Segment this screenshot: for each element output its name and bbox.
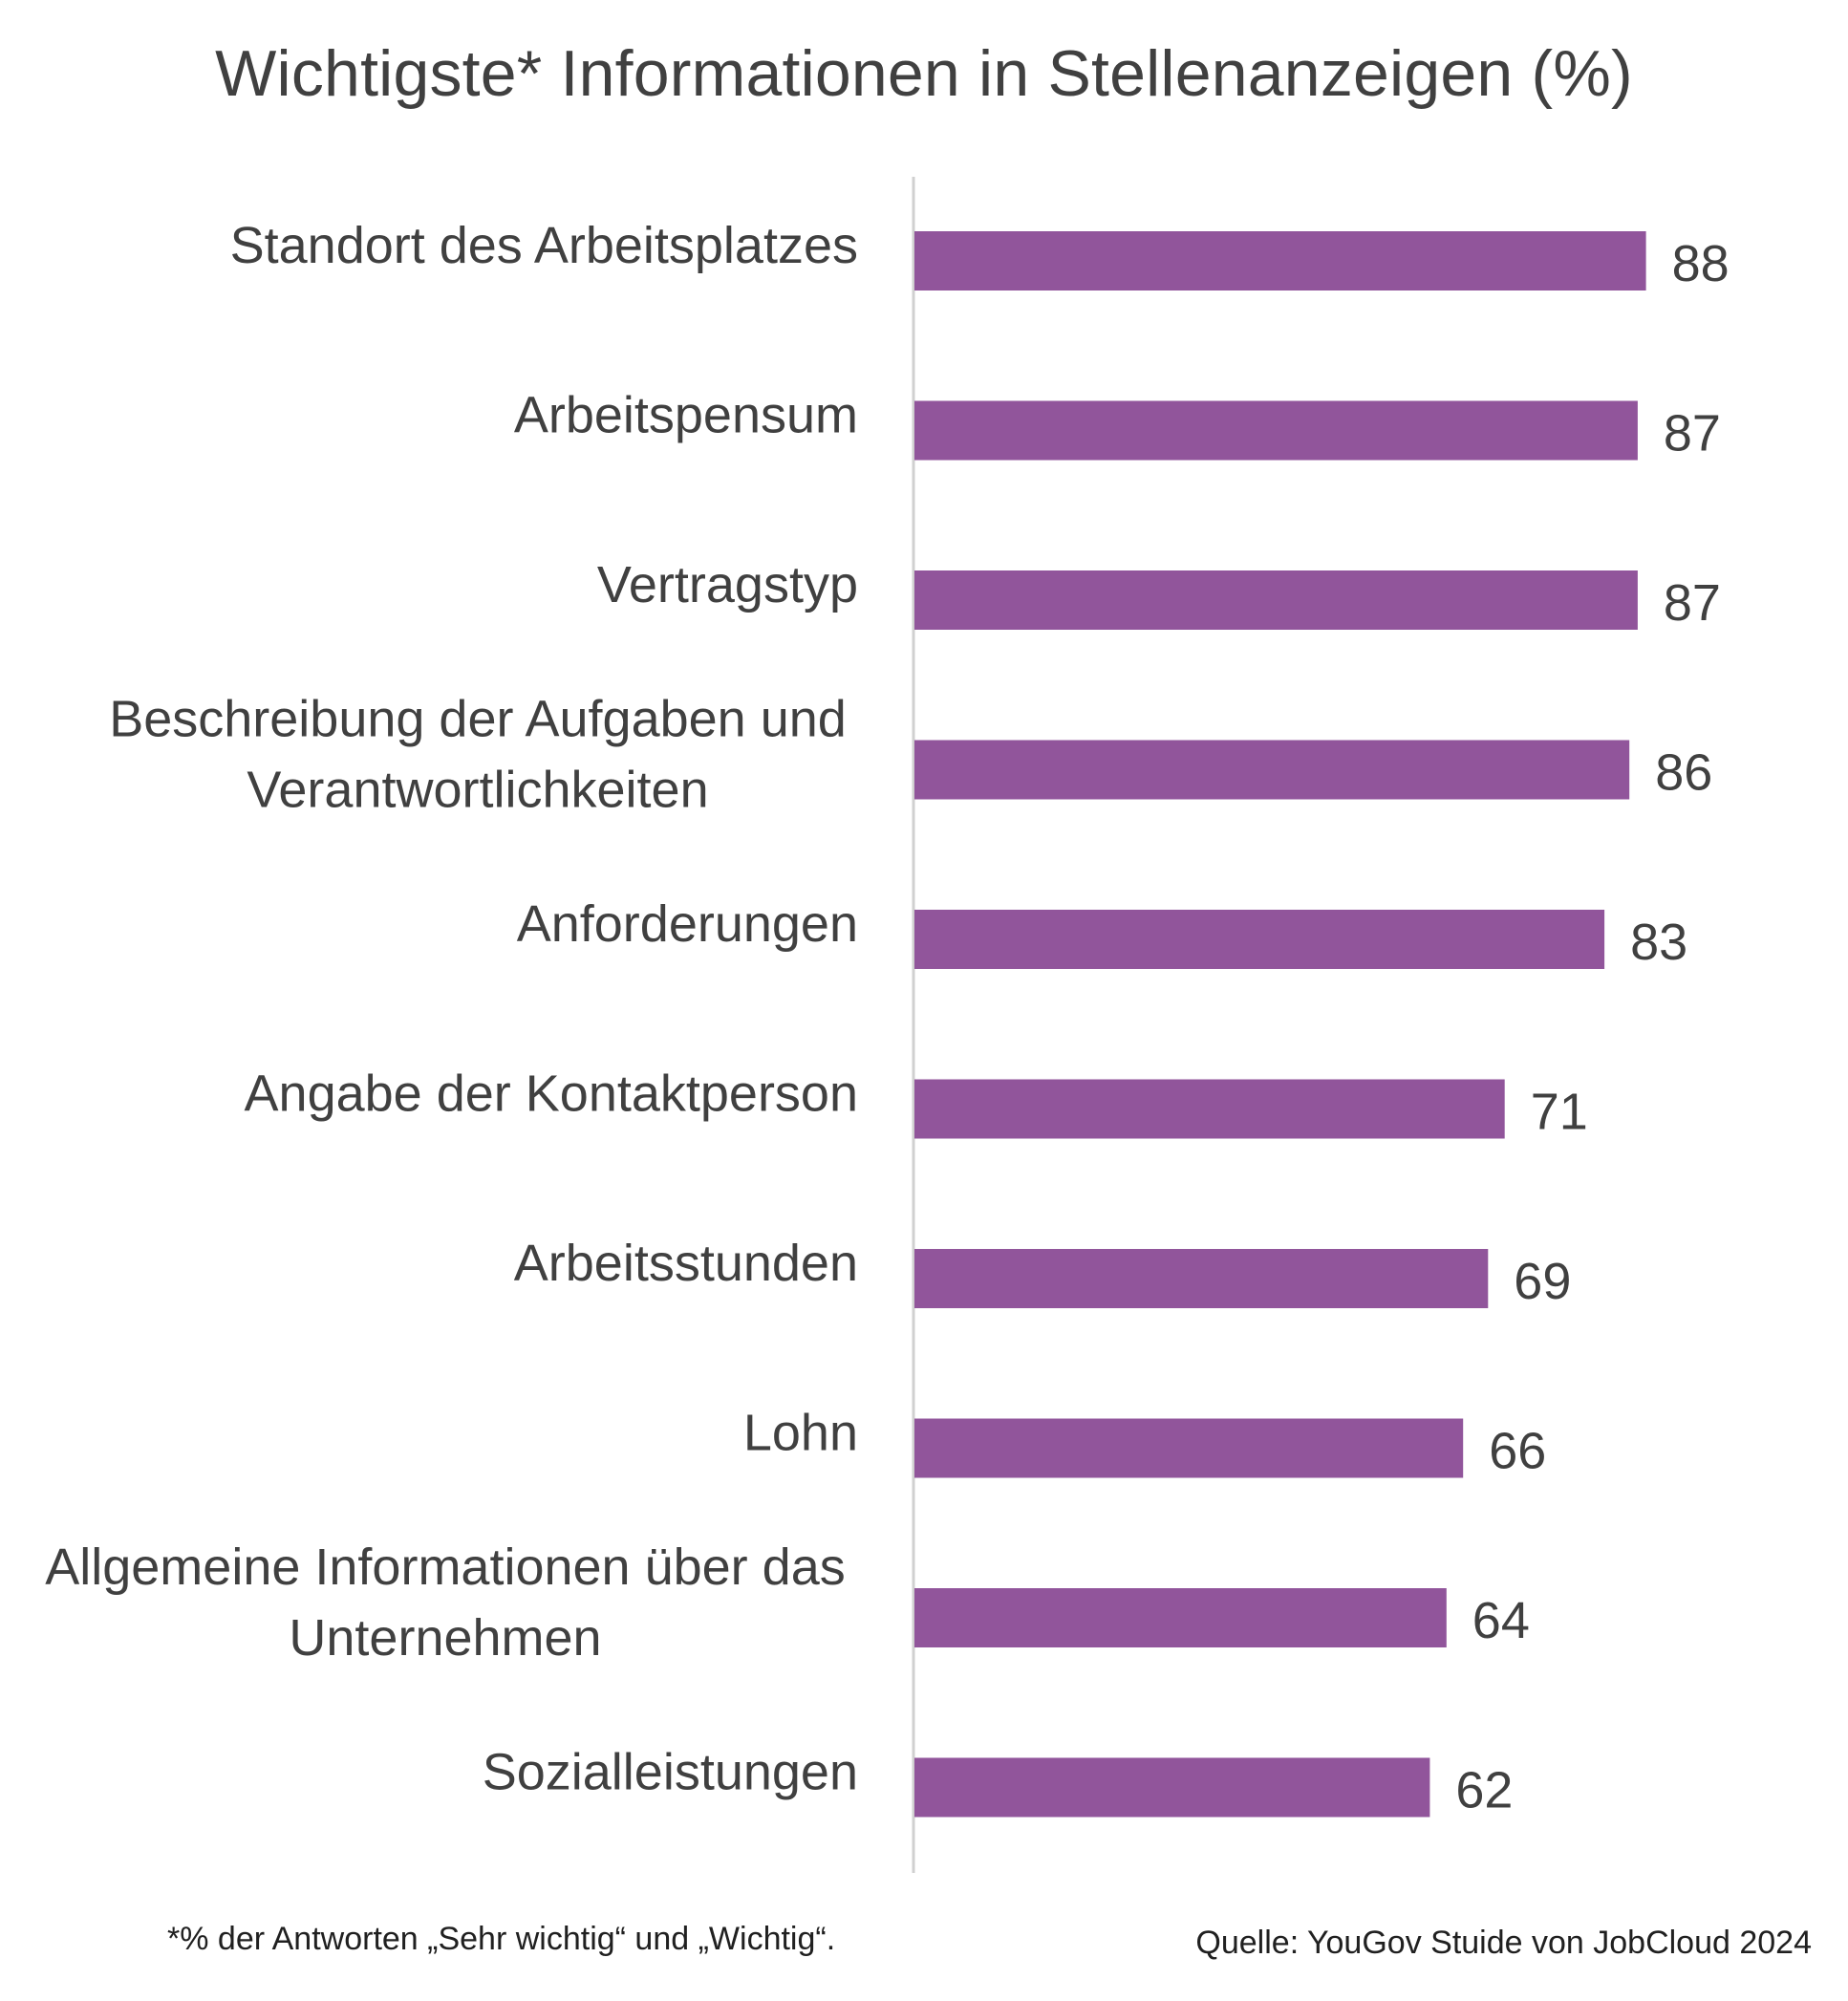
bar — [914, 1079, 1505, 1139]
value-labels-group: 88 87 87 86 83 71 69 66 64 62 — [1455, 235, 1729, 1819]
data-label: 69 — [1514, 1253, 1571, 1310]
data-label: 83 — [1630, 914, 1687, 971]
footnote: *% der Antworten „Sehr wichtig“ und „Wic… — [167, 1921, 836, 1957]
category-label: Arbeitsstunden — [514, 1235, 858, 1292]
category-label: Arbeitspensum — [514, 387, 858, 444]
bar — [914, 1418, 1464, 1478]
bar — [914, 570, 1638, 630]
bar — [914, 400, 1638, 461]
data-label: 87 — [1664, 574, 1721, 632]
category-label: Vertragstyp — [597, 556, 858, 613]
category-label: Sozialleistungen — [483, 1744, 858, 1801]
data-label: 66 — [1489, 1423, 1546, 1480]
chart-title: Wichtigste* Informationen in Stellenanze… — [215, 37, 1633, 110]
data-label: 64 — [1472, 1592, 1530, 1649]
bar — [914, 910, 1605, 969]
category-label: Anforderungen — [517, 895, 858, 953]
category-label: Angabe der Kontaktperson — [245, 1065, 858, 1123]
category-label-line: Beschreibung der Aufgaben und — [109, 691, 847, 748]
bar — [914, 740, 1630, 800]
category-label: Beschreibung der Aufgaben und Verantwortl… — [109, 691, 847, 819]
data-label: 62 — [1455, 1762, 1513, 1819]
bar — [914, 1757, 1430, 1818]
bar — [914, 1588, 1447, 1647]
data-label: 86 — [1655, 744, 1712, 802]
category-label-line: Allgemeine Informationen über das — [45, 1538, 846, 1596]
bar-chart: Standort des Arbeitsplatzes Arbeitspensum… — [45, 177, 1730, 1873]
category-label: Standort des Arbeitsplatzes — [230, 217, 858, 274]
bars-group — [914, 231, 1646, 1818]
category-label-line: Verantwortlichkeiten — [247, 762, 708, 819]
category-label-line: Unternehmen — [289, 1609, 601, 1667]
category-label: Allgemeine Informationen über das Unterne… — [45, 1538, 846, 1667]
data-label: 88 — [1672, 235, 1730, 292]
category-label: Lohn — [743, 1405, 858, 1462]
bar — [914, 1249, 1489, 1308]
source-note: Quelle: YouGov Stuide von JobCloud 2024 — [1195, 1925, 1812, 1961]
data-label: 71 — [1531, 1084, 1588, 1141]
data-label: 87 — [1664, 405, 1721, 463]
category-labels-group: Standort des Arbeitsplatzes Arbeitspensum… — [45, 217, 858, 1801]
bar — [914, 231, 1646, 290]
